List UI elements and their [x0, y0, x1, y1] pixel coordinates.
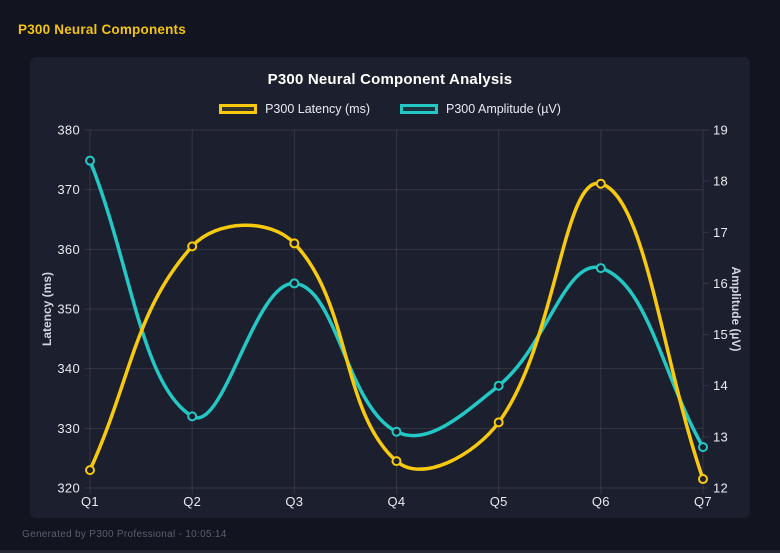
x-tick-label: Q2	[183, 494, 201, 509]
left-tick-label: 350	[57, 302, 80, 317]
latency-point-Q4[interactable]	[391, 456, 402, 467]
latency-point-Q6[interactable]	[595, 178, 606, 189]
latency-legend-swatch	[219, 104, 258, 114]
amplitude-point-Q1[interactable]	[85, 155, 95, 166]
x-tick-label: Q1	[81, 494, 99, 509]
right-tick-label: 15	[713, 327, 728, 342]
chart-legend: P300 Latency (ms) P300 Amplitude (µV)	[30, 102, 750, 116]
left-tick-label: 360	[57, 242, 80, 257]
x-tick-label: Q7	[694, 494, 712, 509]
latency-point-Q7[interactable]	[698, 474, 708, 485]
amplitude-point-Q4[interactable]	[391, 426, 402, 437]
right-tick-label: 19	[713, 123, 728, 138]
amplitude-point-Q3[interactable]	[289, 278, 300, 289]
left-axis-title: Latency (ms)	[40, 271, 54, 347]
right-axis-title: Amplitude (µV)	[729, 266, 743, 352]
chart-canvas[interactable]: Q1 Q2 Q3 Q4 Q5 Q6 Q7 320 330 340 350 360 370 380 12 13 1…	[30, 57, 750, 518]
x-tick-label: Q6	[592, 494, 610, 509]
latency-legend-label: P300 Latency (ms)	[265, 102, 370, 116]
footer-text: Generated by P300 Professional - 10:05:1…	[22, 529, 227, 540]
right-tick-label: 12	[713, 481, 728, 496]
right-tick-label: 17	[713, 225, 728, 240]
page-title: P300 Neural Components	[18, 22, 186, 37]
amplitude-point-Q7[interactable]	[698, 442, 708, 453]
left-tick-label: 380	[57, 123, 80, 138]
latency-point-Q2[interactable]	[187, 241, 198, 252]
amplitude-point-Q5[interactable]	[493, 380, 504, 391]
left-tick-label: 320	[57, 481, 80, 496]
latency-point-Q5[interactable]	[493, 417, 504, 428]
left-tick-label: 370	[57, 182, 80, 197]
chart-title: P300 Neural Component Analysis	[267, 71, 513, 88]
amplitude-legend-swatch	[400, 104, 438, 114]
amplitude-point-Q6[interactable]	[595, 263, 606, 274]
latency-point-Q3[interactable]	[289, 238, 300, 249]
x-tick-label: Q5	[490, 494, 508, 509]
bottom-edge-strip	[0, 550, 780, 553]
right-tick-label: 14	[713, 378, 728, 393]
latency-point-Q1[interactable]	[85, 465, 95, 476]
x-tick-label: Q4	[388, 494, 406, 509]
right-tick-label: 18	[713, 174, 728, 189]
chart-panel: Q1 Q2 Q3 Q4 Q5 Q6 Q7 320 330 340 350 360 370 380 12 13 1…	[30, 57, 750, 518]
amplitude-point-Q2[interactable]	[187, 411, 198, 422]
x-tick-label: Q3	[285, 494, 303, 509]
legend-item-amplitude[interactable]: P300 Amplitude (µV)	[400, 102, 561, 116]
legend-item-latency[interactable]: P300 Latency (ms)	[219, 102, 370, 116]
right-tick-label: 16	[713, 276, 728, 291]
right-tick-label: 13	[713, 429, 728, 444]
left-tick-label: 340	[57, 361, 80, 376]
amplitude-legend-label: P300 Amplitude (µV)	[446, 102, 561, 116]
left-tick-label: 330	[57, 421, 80, 436]
